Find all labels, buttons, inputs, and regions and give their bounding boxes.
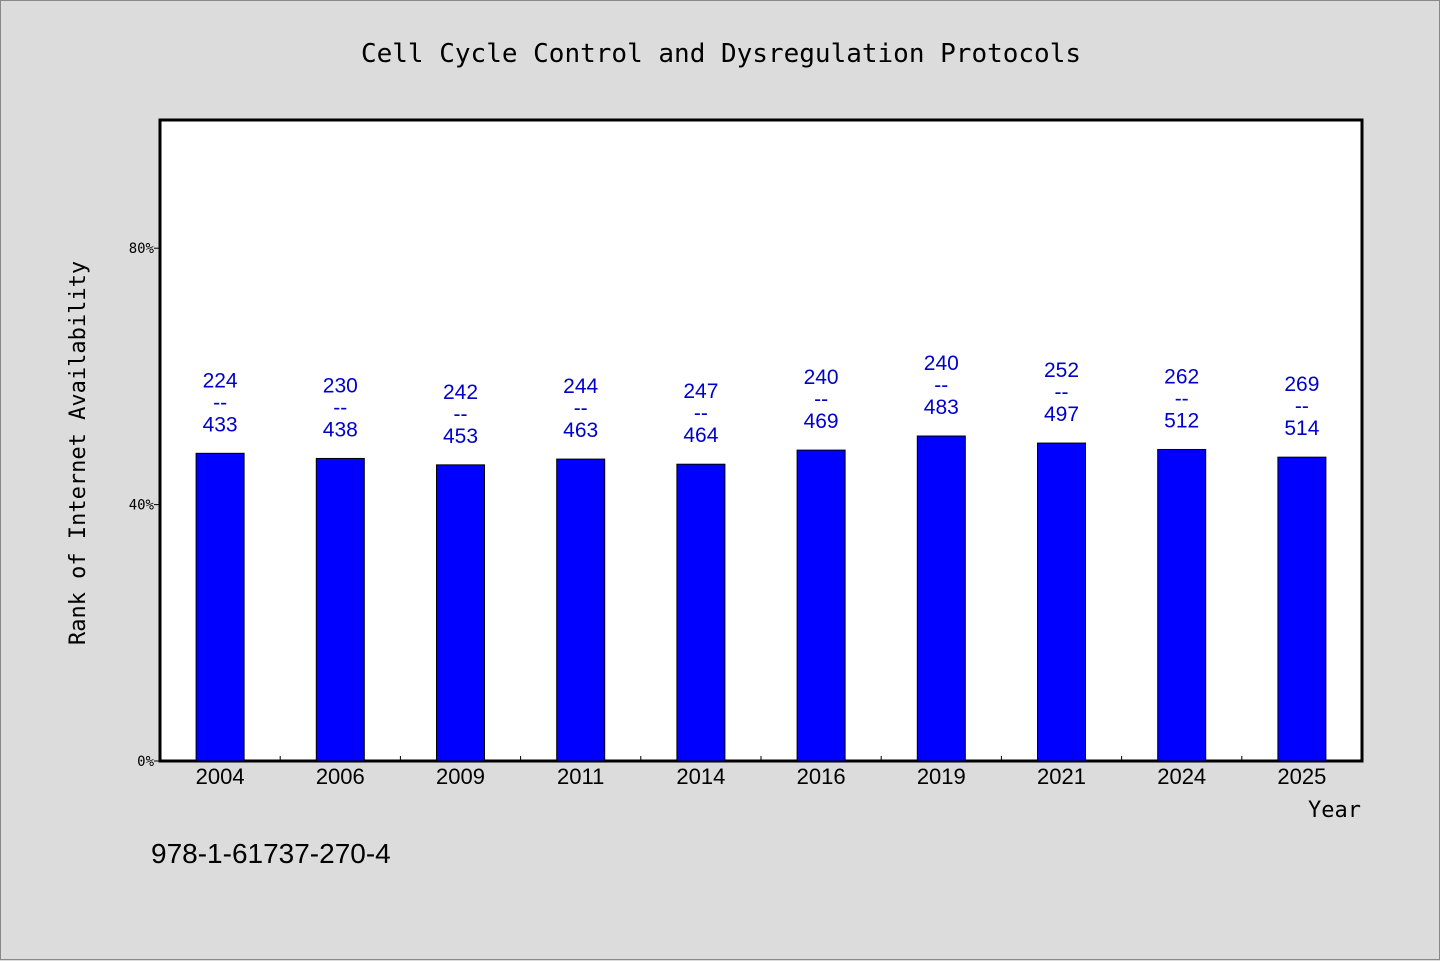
x-tick-label: 2014 [676, 764, 725, 789]
y-tick-label: 80% [129, 241, 155, 257]
data-label-sep: -- [1295, 395, 1309, 418]
data-label-top: 269 [1284, 373, 1319, 396]
data-label-bottom: 512 [1164, 409, 1199, 432]
bar-2016 [796, 449, 846, 762]
data-label-2024: 512--262 [1164, 365, 1199, 432]
data-label-top: 230 [323, 374, 358, 397]
bar-2009 [436, 464, 485, 762]
footnote-isbn: 978-1-61737-270-4 [151, 838, 391, 869]
data-label-sep: -- [1055, 381, 1069, 404]
data-label-2019: 483--240 [924, 352, 959, 419]
data-label-top: 252 [1044, 359, 1079, 382]
x-tick-label: 2021 [1037, 764, 1086, 789]
x-tick-label: 2016 [797, 764, 846, 789]
y-axis: 0% 40% 80% [129, 241, 160, 770]
bar-2004 [195, 452, 245, 762]
y-tick-label: 40% [129, 498, 155, 514]
data-label-top: 240 [924, 352, 959, 375]
data-label-2016: 469--240 [804, 366, 839, 433]
data-label-2014: 464--247 [683, 380, 718, 447]
data-label-sep: -- [333, 396, 347, 419]
data-label-bottom: 453 [443, 425, 478, 448]
data-label-bottom: 469 [804, 410, 839, 433]
data-label-bottom: 464 [683, 424, 718, 447]
data-label-bottom: 438 [323, 418, 358, 441]
x-axis-title: Year [1308, 798, 1361, 823]
bar-2006 [315, 457, 365, 762]
data-label-sep: -- [694, 402, 708, 425]
data-label-sep: -- [1175, 387, 1189, 410]
x-tick-label: 2011 [557, 764, 604, 789]
x-tick-label: 2024 [1157, 764, 1206, 789]
data-label-sep: -- [454, 403, 468, 426]
data-label-bottom: 483 [924, 396, 959, 419]
bar-2024 [1157, 448, 1207, 762]
data-label-bottom: 514 [1284, 417, 1319, 440]
data-label-2021: 497--252 [1044, 359, 1079, 426]
x-tick-label: 2004 [196, 764, 245, 789]
bar-2014 [676, 463, 726, 762]
data-label-2011: 463--244 [563, 375, 598, 442]
data-label-sep: -- [574, 397, 588, 420]
bar-2025 [1277, 456, 1327, 762]
data-label-top: 242 [443, 381, 478, 404]
y-tick-label: 0% [137, 754, 154, 770]
x-tick-label: 2009 [436, 764, 485, 789]
data-label-2006: 438--230 [323, 374, 358, 441]
bars [195, 435, 1327, 762]
data-label-2025: 514--269 [1284, 373, 1319, 440]
data-label-top: 240 [804, 366, 839, 389]
data-label-top: 247 [683, 380, 718, 403]
bar-2019 [916, 435, 966, 762]
data-label-bottom: 433 [203, 413, 238, 436]
data-label-top: 262 [1164, 365, 1199, 388]
data-labels: 433--224438--230453--242463--244464--247… [203, 352, 1320, 448]
data-label-sep: -- [213, 391, 227, 414]
data-label-2004: 433--224 [203, 369, 238, 436]
bar-2021 [1037, 442, 1086, 762]
data-label-top: 244 [563, 375, 598, 398]
data-label-bottom: 497 [1044, 403, 1079, 426]
chart-title: Cell Cycle Control and Dysregulation Pro… [361, 39, 1081, 69]
data-label-sep: -- [814, 388, 828, 411]
bar-2011 [556, 458, 606, 762]
data-label-bottom: 463 [563, 419, 598, 442]
x-tick-label: 2025 [1277, 764, 1326, 789]
data-label-top: 224 [203, 369, 238, 392]
data-label-sep: -- [934, 374, 948, 397]
y-axis-title: Rank of Internet Availability [66, 261, 91, 645]
x-axis: 2004 2006 2009 2011 2014 2016 2019 2021 2024 2025 [196, 756, 1326, 789]
x-tick-label: 2006 [316, 764, 365, 789]
x-tick-label: 2019 [917, 764, 966, 789]
data-label-2009: 453--242 [443, 381, 478, 448]
